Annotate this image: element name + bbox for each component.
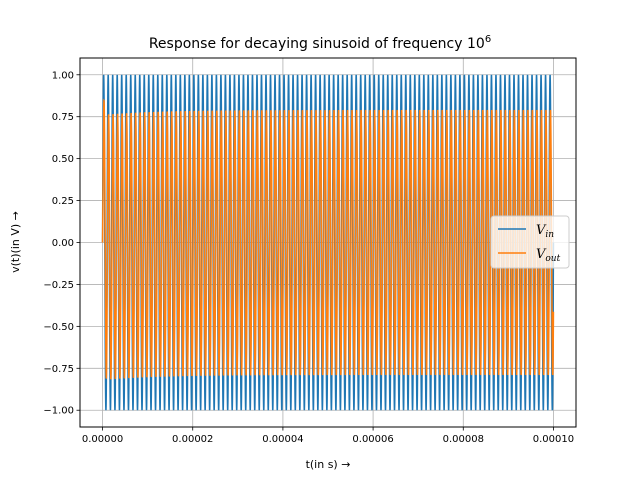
y-axis-label: v(t)(in V) → <box>9 211 22 273</box>
y-tick-label: −1.00 <box>43 406 74 417</box>
y-tick-label: 1.00 <box>52 70 74 81</box>
series-layer <box>101 74 555 411</box>
legend: Vin Vout <box>490 215 570 269</box>
series-vout-line <box>101 98 555 380</box>
y-tick-label: −0.75 <box>43 364 74 375</box>
y-tick-label: −0.25 <box>43 280 74 291</box>
y-tick-label: 0.25 <box>52 196 74 207</box>
x-tick-label: 0.00006 <box>352 434 393 445</box>
x-axis-label: t(in s) → <box>306 458 351 471</box>
chart-title: Response for decaying sinusoid of freque… <box>149 34 491 52</box>
y-tick-label: 0.00 <box>52 238 74 249</box>
x-tick-label: 0.00000 <box>82 434 123 445</box>
y-tick-label: −0.50 <box>43 322 74 333</box>
x-tick-label: 0.00004 <box>262 434 303 445</box>
legend-entry-vin: Vin <box>536 223 554 240</box>
x-tick-label: 0.00002 <box>172 434 213 445</box>
y-tick-label: 0.50 <box>52 154 74 165</box>
y-tick-label: 0.75 <box>52 112 74 123</box>
legend-entry-vout: Vout <box>536 247 561 264</box>
x-tick-label: 0.00010 <box>533 434 574 445</box>
chart-title-superscript: 6 <box>485 34 491 45</box>
y-axis: −1.00 −0.75 −0.50 −0.25 0.00 0.25 0.50 0.75 1.00 <box>43 70 80 417</box>
x-axis: 0.00000 0.00002 0.00004 0.00006 0.00008 0.000… <box>82 427 574 445</box>
x-tick-label: 0.00008 <box>443 434 484 445</box>
